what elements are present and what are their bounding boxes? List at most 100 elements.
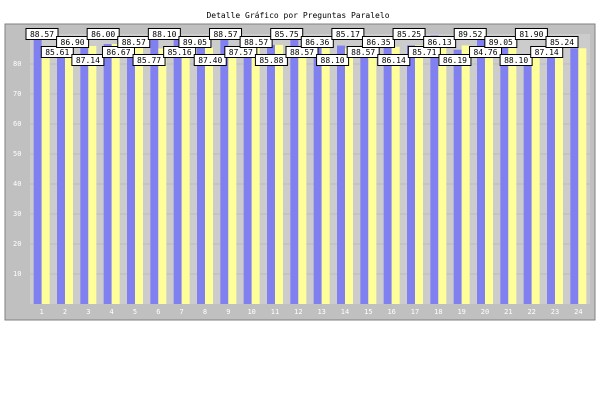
data-label-box — [377, 54, 411, 66]
y-tick-label: 40 — [13, 180, 21, 188]
grid-layer — [30, 63, 590, 275]
data-label: 88.57 — [30, 30, 54, 39]
data-label: 85.25 — [397, 30, 421, 39]
bar-series2-15 — [368, 45, 377, 305]
data-label-box — [484, 36, 518, 48]
bar-series1-6 — [150, 39, 159, 304]
bar-series2-24 — [578, 48, 587, 304]
bar-series2-8 — [205, 47, 213, 304]
bar-series2-9 — [228, 46, 237, 305]
data-label: 85.88 — [259, 56, 283, 65]
x-tick-label: 4 — [110, 308, 114, 316]
data-label: 86.90 — [61, 38, 85, 47]
bar-series2-20 — [485, 45, 493, 305]
bar-series1-16 — [383, 46, 392, 305]
data-label-box — [453, 28, 487, 40]
data-label-box — [392, 28, 426, 40]
x-tick-label: 24 — [574, 308, 582, 316]
x-tick-label: 10 — [247, 308, 255, 316]
data-label: 86.13 — [428, 38, 452, 47]
bar-series2-6 — [158, 48, 167, 304]
chart-title: Detalle Gráfico por Preguntas Paralelo — [206, 11, 389, 20]
x-tick-label: 22 — [527, 308, 535, 316]
bar-series1-2 — [57, 43, 65, 305]
bar-series2-5 — [135, 46, 143, 304]
data-label: 86.00 — [91, 30, 115, 39]
bar-series1-19 — [453, 49, 462, 304]
y-tick-label: 70 — [13, 90, 21, 98]
data-label: 89.05 — [489, 38, 513, 47]
bar-series1-23 — [547, 42, 555, 305]
x-tick-label: 19 — [457, 308, 465, 316]
plot-area — [30, 34, 590, 304]
data-label: 87.57 — [229, 48, 253, 57]
data-label-box — [300, 36, 334, 48]
y-tick-label: 80 — [13, 60, 21, 68]
data-label: 87.14 — [535, 48, 559, 57]
bar-series2-19 — [461, 45, 470, 305]
bar-series1-12 — [290, 39, 299, 304]
bar-series2-14 — [345, 48, 353, 304]
bar-series2-12 — [298, 48, 307, 304]
data-label: 88.57 — [351, 48, 375, 57]
data-label-box — [499, 54, 533, 66]
bar-series2-10 — [251, 46, 260, 304]
data-label-box — [254, 54, 288, 66]
bar-series1-3 — [80, 42, 89, 305]
data-label-box — [239, 36, 273, 48]
bar-series1-7 — [173, 36, 182, 304]
data-label: 88.10 — [321, 56, 345, 65]
bar-series1-1 — [33, 38, 42, 304]
data-label: 85.61 — [45, 48, 69, 57]
x-tick-label: 23 — [551, 308, 559, 316]
y-tick-label: 30 — [13, 210, 21, 218]
data-label: 88.57 — [244, 38, 268, 47]
data-label-box — [209, 28, 243, 40]
data-label-box — [178, 36, 212, 48]
data-label-box — [438, 54, 472, 66]
bar-series1-18 — [430, 35, 439, 304]
x-tick-label: 1 — [40, 308, 44, 316]
data-label-box — [514, 28, 548, 40]
x-tick-label: 16 — [387, 308, 395, 316]
y-tick-label: 50 — [13, 150, 21, 158]
x-tick-label: 17 — [411, 308, 419, 316]
y-tick-label: 10 — [13, 270, 21, 278]
data-label: 84.76 — [473, 48, 497, 57]
x-tick-label: 5 — [133, 308, 137, 316]
bar-series2-11 — [275, 44, 283, 305]
data-label: 88.57 — [122, 38, 146, 47]
data-label-box — [545, 36, 579, 48]
bar-series1-14 — [337, 45, 345, 305]
bar-series2-4 — [111, 43, 120, 305]
data-label-box — [147, 28, 181, 40]
bar-series2-3 — [88, 46, 97, 304]
bar-series2-2 — [65, 43, 73, 305]
x-tick-label: 20 — [481, 308, 489, 316]
data-label: 86.67 — [106, 48, 130, 57]
bar-series1-21 — [500, 39, 509, 304]
x-tick-label: 6 — [156, 308, 160, 316]
bar-series1-15 — [360, 45, 369, 305]
data-label-box — [270, 28, 304, 40]
x-tick-label: 8 — [203, 308, 207, 316]
bar-series1-8 — [197, 41, 205, 304]
data-label: 89.52 — [458, 30, 482, 39]
data-label-box — [331, 28, 365, 40]
bar-series1-22 — [523, 58, 532, 304]
bar-series2-7 — [181, 41, 190, 305]
data-label-box — [86, 28, 120, 40]
data-label: 85.16 — [168, 48, 192, 57]
data-label: 85.17 — [336, 30, 360, 39]
data-label: 88.10 — [504, 56, 528, 65]
bar-series1-24 — [570, 48, 579, 304]
data-label: 88.57 — [213, 30, 237, 39]
data-label: 81.90 — [519, 30, 543, 39]
x-tick-label: 7 — [180, 308, 184, 316]
x-tick-label: 2 — [63, 308, 67, 316]
bar-series1-10 — [243, 38, 252, 304]
bar-series1-11 — [267, 44, 275, 305]
data-label-box — [361, 36, 395, 48]
data-label: 86.19 — [443, 56, 467, 65]
